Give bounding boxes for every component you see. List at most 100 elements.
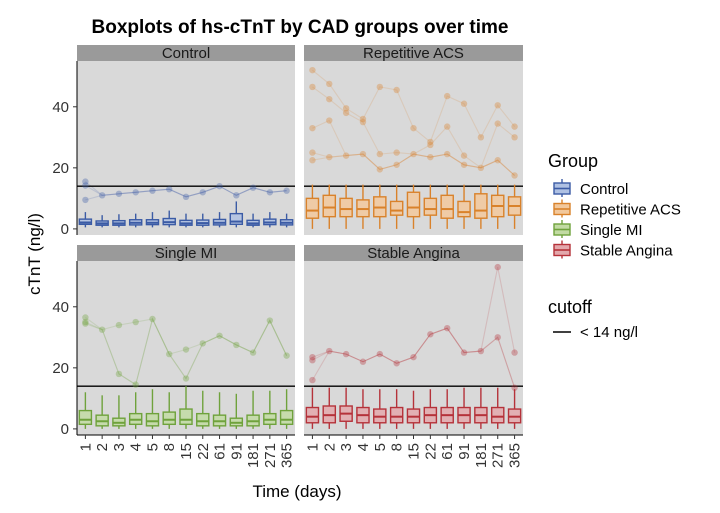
x-tick-label: 8 <box>389 443 406 451</box>
outlier-point <box>182 346 190 353</box>
box-stable-angina-day-4 <box>356 389 370 429</box>
box-single-mi-day-22 <box>196 390 210 429</box>
outlier-point <box>326 117 333 124</box>
box-iqr <box>145 412 160 427</box>
box-stable-angina-day-22 <box>423 389 438 429</box>
outlier-point <box>98 192 106 199</box>
x-axis-label: Time (days) <box>252 482 341 501</box>
trajectory-line <box>312 266 516 364</box>
panel-control: Control 0 20 40 <box>52 45 295 238</box>
panel-strip <box>77 245 295 261</box>
x-tick-label: 3 <box>111 443 128 451</box>
outlier-point <box>326 347 333 355</box>
outlier-point <box>309 83 316 91</box>
box-iqr <box>389 200 404 216</box>
x-tick-label: 2 <box>94 443 111 451</box>
panel-strip <box>304 245 523 261</box>
outlier-point <box>494 120 501 127</box>
trajectory-line <box>311 327 516 388</box>
box-iqr <box>490 406 505 424</box>
box-single-mi-day-15 <box>179 386 193 429</box>
legend-label: Single MI <box>580 222 643 239</box>
outlier-point <box>410 353 417 361</box>
trajectory-line <box>312 119 515 176</box>
panel-single-mi: Single MI 0 20 40 1 2 3 4 5 8 15 22 61 91 181 271 365 <box>52 245 296 468</box>
legend-label: Control <box>580 181 628 198</box>
outlier-point <box>326 80 333 88</box>
outlier-point <box>342 105 350 112</box>
panel-strip-label: Stable Angina <box>367 245 460 262</box>
legend-cutoff-label: < 14 ng/l <box>580 324 638 341</box>
legend-label: Stable Angina <box>580 243 673 260</box>
trajectory-line <box>85 185 287 201</box>
outlier-point <box>342 109 350 117</box>
x-tick-label: 22 <box>195 443 212 460</box>
legend-label: Repetitive ACS <box>580 202 681 219</box>
box-control-day-181 <box>246 213 260 228</box>
trajectory-line <box>312 153 515 176</box>
box-stable-angina-day-2 <box>322 387 337 429</box>
box-control-day-2 <box>95 215 109 228</box>
outlier-point <box>182 375 190 382</box>
outlier-point <box>443 123 451 130</box>
outlier-point <box>460 161 468 168</box>
box-control-day-3 <box>112 214 126 228</box>
x-tick-label: 61 <box>439 443 456 460</box>
box-stable-angina-day-181 <box>474 387 488 429</box>
x-tick-label: 181 <box>245 443 262 468</box>
box-repetitive-acs-day-91 <box>457 184 471 229</box>
x-tick-label: 2 <box>321 443 338 451</box>
outlier-point <box>309 157 316 164</box>
trajectory-line <box>312 327 516 388</box>
outlier-point <box>511 172 518 179</box>
legend-item-control: Control <box>553 179 628 198</box>
outlier-point <box>82 320 89 327</box>
outlier-point <box>376 83 384 91</box>
box-repetitive-acs-day-181 <box>474 184 488 229</box>
box-repetitive-acs-day-365 <box>507 184 522 229</box>
outlier-point <box>199 189 206 196</box>
x-tick-label: 15 <box>178 443 195 460</box>
outlier-point <box>359 115 367 123</box>
x-tick-label: 1 <box>304 443 321 451</box>
box-single-mi-day-2 <box>95 395 109 429</box>
outlier-point <box>132 189 139 196</box>
outlier-point <box>249 349 257 356</box>
x-tick-label: 1 <box>77 443 94 451</box>
outlier-point <box>342 350 350 358</box>
box-single-mi-day-4 <box>128 392 143 429</box>
box-iqr <box>179 408 193 426</box>
outlier-point <box>249 184 257 191</box>
trajectory-line <box>85 181 287 198</box>
panel-strip-label: Single MI <box>155 245 218 262</box>
x-tick-label: 365 <box>279 443 296 468</box>
outlier-point <box>410 124 417 132</box>
outlier-point <box>98 326 106 333</box>
outlier-point <box>309 124 316 132</box>
box-stable-angina-day-15 <box>406 390 421 429</box>
trajectory-line <box>312 69 516 143</box>
box-iqr <box>322 194 337 218</box>
x-tick-label: 22 <box>422 443 439 460</box>
box-stable-angina-day-91 <box>457 387 471 429</box>
outlier-point <box>115 190 123 197</box>
outlier-point <box>342 152 350 159</box>
trajectory-line <box>85 317 288 356</box>
outlier-point <box>494 102 501 109</box>
outlier-point <box>233 192 240 199</box>
panel-strip-label: Repetitive ACS <box>363 45 464 62</box>
outlier-point <box>393 161 400 168</box>
x-tick-label: 91 <box>456 443 473 460</box>
x-tick-label: 5 <box>145 443 162 451</box>
outlier-point <box>393 360 400 367</box>
outlier-point <box>511 384 518 391</box>
outlier-point <box>132 381 139 388</box>
y-tick-label: 0 <box>61 421 69 438</box>
trajectory-line <box>312 152 515 176</box>
panel-strip <box>77 45 295 61</box>
outlier-point <box>309 149 316 156</box>
outlier-point <box>494 263 501 271</box>
outlier-point <box>182 193 190 201</box>
